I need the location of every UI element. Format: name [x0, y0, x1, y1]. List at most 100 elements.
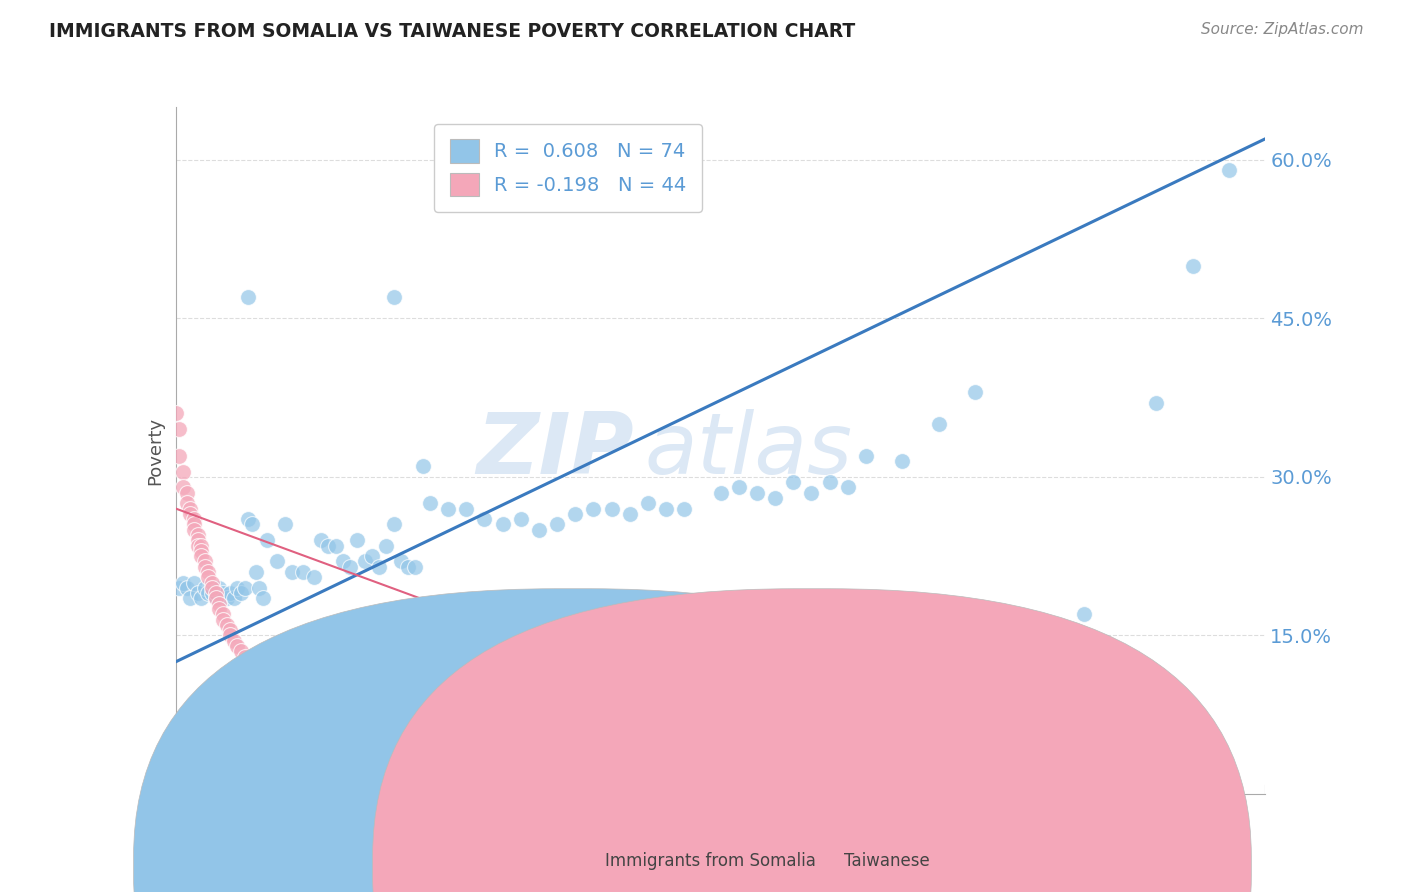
Point — [233, 581, 256, 595]
Point — [179, 501, 201, 516]
Point — [194, 765, 217, 780]
Point — [233, 649, 256, 664]
Point — [389, 554, 412, 568]
Text: ZIP: ZIP — [475, 409, 633, 492]
Point — [183, 517, 205, 532]
Point — [456, 501, 478, 516]
Point — [197, 586, 219, 600]
Point — [172, 480, 194, 494]
Legend: R =  0.608   N = 74, R = -0.198   N = 44: R = 0.608 N = 74, R = -0.198 N = 44 — [434, 124, 702, 212]
Point — [509, 512, 531, 526]
Point — [240, 517, 263, 532]
Point — [837, 480, 859, 494]
Point — [204, 586, 226, 600]
Text: IMMIGRANTS FROM SOMALIA VS TAIWANESE POVERTY CORRELATION CHART: IMMIGRANTS FROM SOMALIA VS TAIWANESE POV… — [49, 22, 855, 41]
Point — [179, 507, 201, 521]
Point — [412, 459, 434, 474]
Point — [201, 581, 224, 595]
Point — [619, 507, 641, 521]
Point — [215, 591, 238, 606]
Point — [245, 660, 267, 674]
Point — [302, 570, 325, 584]
Point — [186, 528, 209, 542]
Point — [346, 713, 368, 727]
Point — [437, 501, 460, 516]
Point — [710, 485, 733, 500]
Point — [419, 496, 441, 510]
Point — [368, 559, 391, 574]
Point — [963, 385, 986, 400]
Point — [212, 613, 235, 627]
Point — [782, 475, 804, 490]
Point — [194, 559, 217, 574]
Point — [360, 549, 382, 563]
Point — [252, 591, 274, 606]
Point — [186, 533, 209, 548]
Point — [172, 465, 194, 479]
Point — [582, 501, 605, 516]
Point — [274, 676, 297, 690]
Text: Taiwanese: Taiwanese — [844, 852, 929, 870]
Point — [332, 554, 354, 568]
Point — [745, 485, 768, 500]
Point — [169, 581, 191, 595]
Point — [800, 485, 823, 500]
Point — [600, 501, 623, 516]
Point — [325, 539, 347, 553]
Point — [231, 644, 253, 658]
Point — [176, 485, 198, 500]
Point — [382, 517, 405, 532]
Point — [238, 655, 260, 669]
Point — [204, 591, 226, 606]
Point — [309, 691, 332, 706]
Point — [855, 449, 877, 463]
Point — [194, 581, 217, 595]
Point — [247, 581, 270, 595]
Point — [179, 591, 201, 606]
Point — [183, 575, 205, 590]
Point — [194, 554, 217, 568]
Point — [245, 565, 267, 579]
Point — [169, 449, 191, 463]
Point — [1218, 163, 1240, 178]
Point — [176, 496, 198, 510]
Text: Source: ZipAtlas.com: Source: ZipAtlas.com — [1201, 22, 1364, 37]
Point — [891, 454, 914, 468]
Point — [928, 417, 950, 431]
Point — [375, 539, 398, 553]
Text: Immigrants from Somalia: Immigrants from Somalia — [605, 852, 815, 870]
Point — [339, 559, 361, 574]
Point — [527, 523, 550, 537]
Point — [382, 290, 405, 304]
Point — [222, 633, 245, 648]
Point — [219, 628, 242, 642]
Point — [226, 639, 249, 653]
Point — [396, 559, 419, 574]
Point — [281, 565, 304, 579]
Point — [197, 570, 219, 584]
Y-axis label: Poverty: Poverty — [146, 417, 165, 484]
Point — [274, 517, 297, 532]
Point — [186, 539, 209, 553]
Point — [256, 533, 278, 548]
Point — [172, 575, 194, 590]
Point — [208, 602, 231, 616]
Point — [291, 565, 314, 579]
Point — [309, 533, 332, 548]
Point — [201, 575, 224, 590]
Point — [637, 496, 659, 510]
Point — [183, 512, 205, 526]
Point — [727, 480, 749, 494]
Point — [546, 517, 568, 532]
Point — [492, 517, 515, 532]
Point — [219, 586, 242, 600]
Point — [226, 581, 249, 595]
Point — [256, 665, 278, 680]
Point — [238, 290, 260, 304]
Point — [212, 586, 235, 600]
Point — [1073, 607, 1095, 622]
Point — [231, 586, 253, 600]
Point — [818, 475, 841, 490]
Point — [673, 501, 696, 516]
Text: atlas: atlas — [644, 409, 852, 492]
